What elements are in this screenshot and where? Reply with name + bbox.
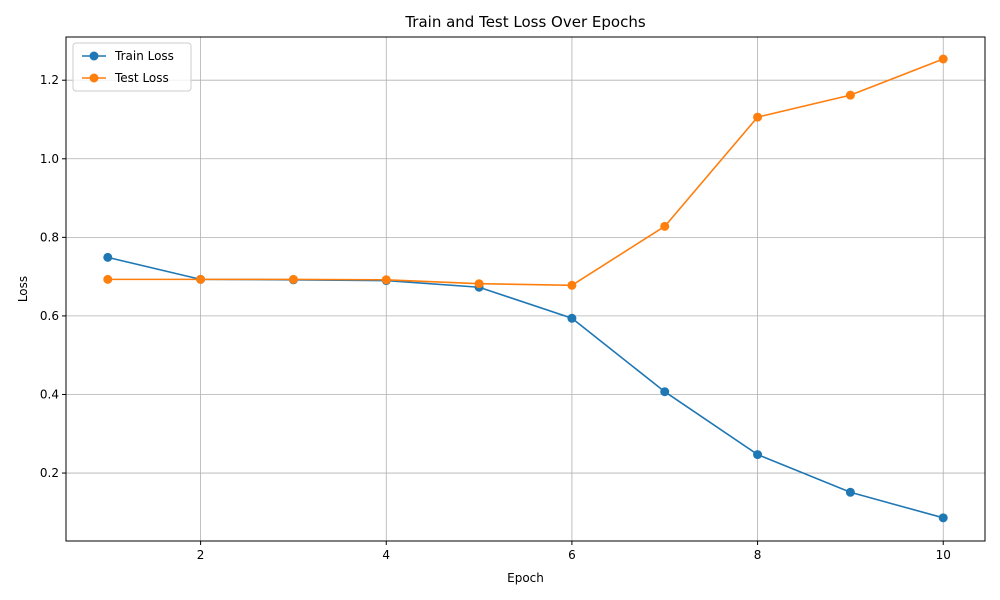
data-point	[660, 221, 670, 231]
data-point	[753, 112, 763, 122]
axis-ticks: 2 4 6 8 10 0.2 0.4 0.6 0.8 1.0 1.2	[40, 73, 951, 562]
x-tick-label: 10	[936, 548, 951, 562]
y-tick-label: 1.0	[40, 152, 59, 166]
plot-frame	[65, 36, 986, 542]
x-tick-label: 6	[568, 548, 576, 562]
x-tick-label: 4	[382, 548, 390, 562]
data-point	[474, 279, 484, 289]
x-axis-label: Epoch	[507, 571, 544, 585]
data-point	[196, 274, 206, 284]
y-tick-label: 1.2	[40, 73, 59, 87]
legend-item: Test Loss	[82, 71, 169, 85]
data-point	[567, 280, 577, 290]
legend-label: Test Loss	[114, 71, 169, 85]
data-point	[660, 387, 670, 397]
y-axis-label: Loss	[16, 276, 30, 302]
legend-label: Train Loss	[114, 49, 174, 63]
legend-item: Train Loss	[82, 49, 174, 63]
series-line	[107, 58, 944, 287]
series	[103, 54, 948, 523]
y-tick-label: 0.8	[40, 230, 59, 244]
data-point	[288, 274, 298, 284]
legend-swatch-marker	[89, 73, 99, 83]
legend-box	[72, 42, 192, 92]
x-tick-label: 8	[754, 548, 762, 562]
data-point	[103, 274, 113, 284]
data-point	[845, 487, 855, 497]
x-tick-label: 2	[197, 548, 205, 562]
y-tick-label: 0.4	[40, 387, 59, 401]
y-tick-label: 0.2	[40, 466, 59, 480]
series-test-loss	[103, 54, 948, 290]
data-point	[845, 90, 855, 100]
data-point	[938, 54, 948, 64]
data-point	[938, 513, 948, 523]
legend-swatch-marker	[89, 51, 99, 61]
chart-title: Train and Test Loss Over Epochs	[404, 13, 646, 31]
data-point	[381, 275, 391, 285]
data-point	[567, 313, 577, 323]
data-point	[753, 450, 763, 460]
data-point	[103, 252, 113, 262]
legend: Train Loss Test Loss	[72, 42, 192, 92]
y-tick-label: 0.6	[40, 309, 59, 323]
